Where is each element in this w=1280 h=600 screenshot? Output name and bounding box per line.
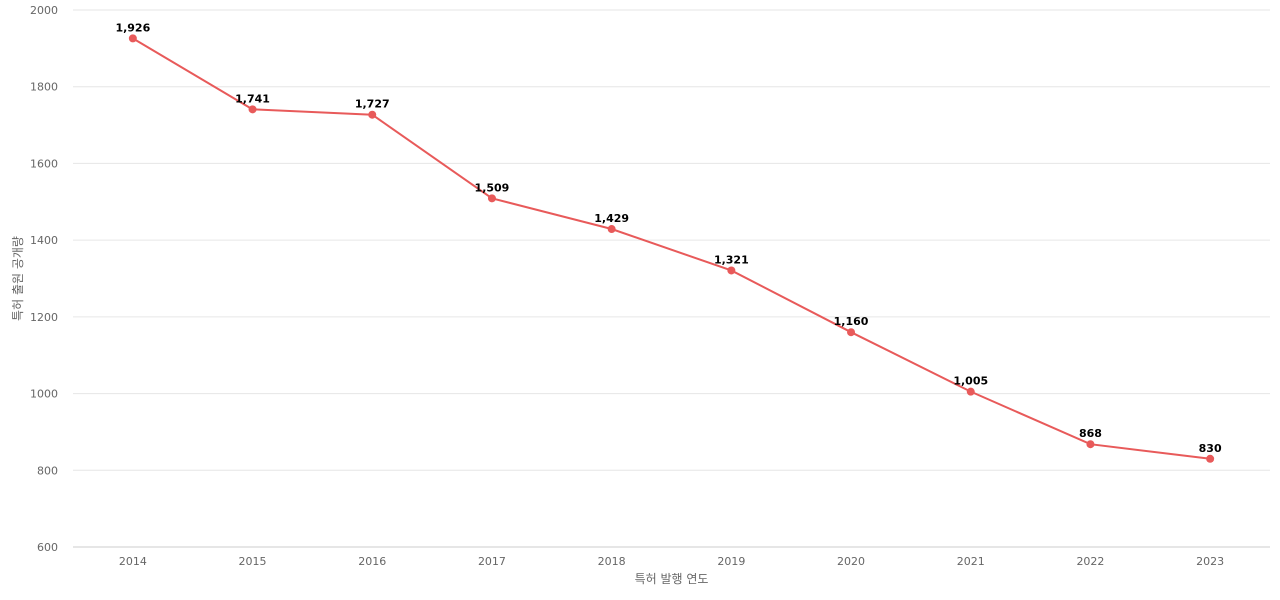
data-point[interactable] (487, 194, 496, 203)
y-axis-title: 특허 출원 공개량 (11, 236, 25, 321)
data-point[interactable] (128, 34, 137, 43)
data-point[interactable] (607, 225, 616, 234)
data-point[interactable] (368, 110, 377, 119)
data-label: 1,926 (115, 21, 150, 34)
y-tick-label: 1600 (30, 157, 58, 170)
y-tick-label: 1000 (30, 388, 58, 401)
x-axis-title: 특허 발행 연도 (635, 571, 709, 586)
x-tick-label: 2016 (358, 555, 386, 568)
series-line (132, 37, 1211, 460)
data-point[interactable] (1206, 454, 1215, 463)
x-tick-label: 2017 (478, 555, 506, 568)
y-tick-label: 1800 (30, 81, 58, 94)
y-tick-label: 800 (37, 464, 58, 477)
y-tick-label: 600 (37, 541, 58, 554)
data-point[interactable] (248, 105, 257, 114)
data-label: 1,509 (475, 181, 510, 194)
series-group (128, 34, 1215, 463)
data-labels: 1,926 1,741 1,727 1,509 1,429 1,321 1,160 1,005… (115, 21, 1222, 454)
x-tick-label: 2021 (957, 555, 985, 568)
data-label: 1,005 (953, 375, 988, 388)
y-tick-label: 2000 (30, 4, 58, 17)
x-tick-label: 2014 (119, 555, 147, 568)
data-label: 1,727 (355, 98, 390, 111)
data-label: 1,160 (834, 315, 869, 328)
data-label: 1,429 (594, 212, 629, 225)
y-tick-label: 1200 (30, 311, 58, 324)
x-tick-label: 2022 (1076, 555, 1104, 568)
y-tick-label: 1400 (30, 234, 58, 247)
gridlines (73, 9, 1270, 471)
data-point[interactable] (727, 266, 736, 275)
x-tick-label: 2015 (239, 555, 267, 568)
data-label: 830 (1199, 442, 1222, 455)
data-label: 868 (1079, 427, 1102, 440)
x-axis-ticks: 2014 2015 2016 2017 2018 2019 2020 2021 2022 2023 (119, 555, 1224, 568)
x-tick-label: 2019 (717, 555, 745, 568)
data-label: 1,321 (714, 253, 749, 266)
data-point[interactable] (966, 387, 975, 396)
data-label: 1,741 (235, 92, 270, 105)
data-point[interactable] (847, 328, 856, 337)
x-tick-label: 2020 (837, 555, 865, 568)
x-tick-label: 2023 (1196, 555, 1224, 568)
x-tick-label: 2018 (598, 555, 626, 568)
y-axis-ticks: 600 800 1000 1200 1400 1600 1800 2000 (30, 4, 58, 554)
data-point[interactable] (1086, 440, 1095, 449)
